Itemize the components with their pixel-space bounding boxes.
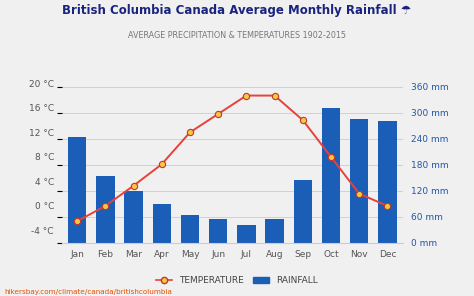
Bar: [124, 191, 143, 243]
Bar: [209, 219, 228, 243]
Legend: TEMPERATURE, RAINFALL: TEMPERATURE, RAINFALL: [152, 272, 322, 289]
Bar: [96, 176, 115, 243]
Bar: [181, 215, 199, 243]
Bar: [322, 108, 340, 243]
Text: British Columbia Canada Average Monthly Rainfall ☂: British Columbia Canada Average Monthly …: [63, 4, 411, 17]
Bar: [68, 136, 86, 243]
Bar: [237, 225, 255, 243]
Bar: [350, 119, 368, 243]
Bar: [153, 204, 171, 243]
Bar: [378, 121, 397, 243]
Text: hikersbay.com/climate/canada/britishcolumbia: hikersbay.com/climate/canada/britishcolu…: [5, 289, 173, 295]
Bar: [265, 219, 284, 243]
Text: AVERAGE PRECIPITATION & TEMPERATURES 1902-2015: AVERAGE PRECIPITATION & TEMPERATURES 190…: [128, 31, 346, 40]
Y-axis label: TEMPERATURE: TEMPERATURE: [0, 126, 3, 187]
Bar: [293, 180, 312, 243]
